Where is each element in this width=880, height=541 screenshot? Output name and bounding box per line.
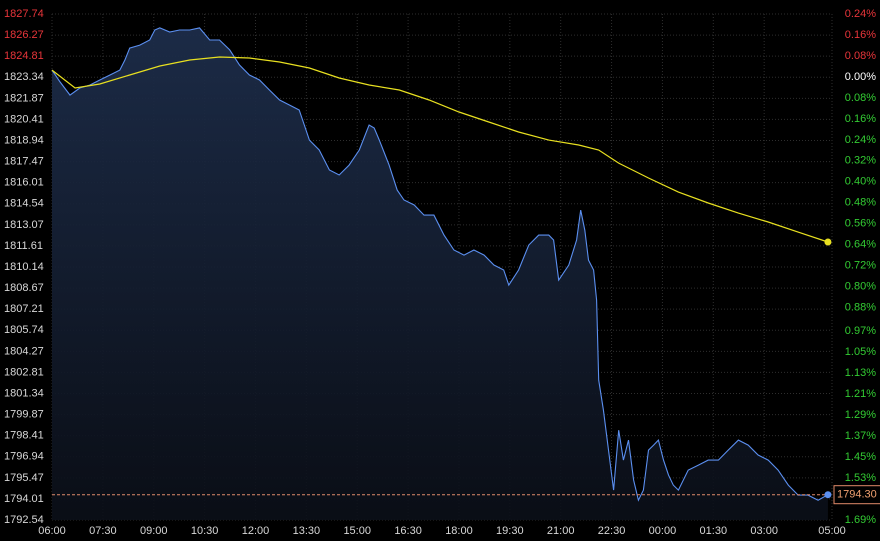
- y2-tick-label: 0.97%: [845, 325, 876, 337]
- y2-tick-label: 1.21%: [845, 388, 876, 400]
- y-tick-label: 1798.41: [4, 430, 44, 442]
- y2-tick-label: 1.69%: [845, 514, 876, 526]
- y2-tick-label: 1.29%: [845, 409, 876, 421]
- y2-tick-label: 1.37%: [845, 430, 876, 442]
- x-tick-label: 10:30: [191, 525, 219, 537]
- y-tick-label: 1796.94: [4, 451, 44, 463]
- y2-tick-label: 0.32%: [845, 155, 876, 167]
- y-tick-label: 1814.54: [4, 198, 44, 210]
- y2-tick-label: 1.53%: [845, 472, 876, 484]
- x-tick-label: 15:00: [343, 525, 371, 537]
- x-tick-label: 00:00: [649, 525, 677, 537]
- y-tick-label: 1802.81: [4, 366, 44, 378]
- last-price-box: [833, 485, 880, 505]
- end-dot: [824, 491, 832, 499]
- y2-tick-label: 0.24%: [845, 134, 876, 146]
- y2-tick-label: 0.08%: [845, 50, 876, 62]
- y2-tick-label: 0.80%: [845, 281, 876, 293]
- y-tick-label: 1801.34: [4, 387, 44, 399]
- y2-tick-label: 0.72%: [845, 260, 876, 272]
- y-tick-label: 1818.94: [4, 134, 44, 146]
- y2-tick-label: 0.40%: [845, 176, 876, 188]
- y2-tick-label: 1.13%: [845, 367, 876, 379]
- y-tick-label: 1794.01: [4, 493, 44, 505]
- y-tick-label: 1808.67: [4, 282, 44, 294]
- line: [51, 56, 829, 243]
- x-tick-label: 22:30: [598, 525, 626, 537]
- y-tick-label: 1823.34: [4, 71, 44, 83]
- x-tick-label: 07:30: [89, 525, 117, 537]
- y-tick-label: 1799.87: [4, 409, 44, 421]
- x-tick-label: 06:00: [38, 525, 66, 537]
- y-tick-label: 1795.47: [4, 472, 44, 484]
- y-tick-label: 1826.27: [4, 29, 44, 41]
- y2-tick-label: 0.16%: [845, 29, 876, 41]
- x-tick-label: 12:00: [242, 525, 270, 537]
- y2-tick-label: 0.16%: [845, 113, 876, 125]
- area: [52, 27, 828, 521]
- y-tick-label: 1810.14: [4, 261, 44, 273]
- x-tick-label: 19:30: [496, 525, 524, 537]
- y2-tick-label: 0.00%: [845, 71, 876, 83]
- last-price-label: 1794.30: [837, 489, 877, 501]
- y-tick-label: 1821.87: [4, 92, 44, 104]
- y-tick-label: 1816.01: [4, 177, 44, 189]
- x-tick-label: 01:30: [700, 525, 728, 537]
- y-tick-label: 1807.21: [4, 303, 44, 315]
- y2-tick-label: 1.05%: [845, 346, 876, 358]
- y-tick-label: 1792.54: [4, 514, 44, 526]
- x-tick-label: 09:00: [140, 525, 168, 537]
- y-tick-label: 1805.74: [4, 324, 44, 336]
- x-tick-label: 05:00: [818, 525, 846, 537]
- y2-tick-label: 0.88%: [845, 302, 876, 314]
- line: [51, 27, 829, 502]
- y2-tick-label: 0.08%: [845, 92, 876, 104]
- y-tick-label: 1804.27: [4, 345, 44, 357]
- y-tick-label: 1827.74: [4, 8, 44, 20]
- x-tick-label: 16:30: [394, 525, 422, 537]
- y-tick-label: 1811.61: [4, 240, 43, 252]
- x-tick-label: 03:00: [750, 525, 778, 537]
- y2-tick-label: 0.64%: [845, 239, 876, 251]
- y-tick-label: 1824.81: [4, 50, 44, 62]
- x-tick-label: 18:00: [445, 525, 473, 537]
- y2-tick-label: 0.56%: [845, 218, 876, 230]
- x-tick-label: 21:00: [547, 525, 575, 537]
- y-tick-label: 1813.07: [4, 219, 44, 231]
- y2-tick-label: 1.45%: [845, 451, 876, 463]
- end-dot: [824, 238, 832, 246]
- y2-tick-label: 0.24%: [845, 8, 876, 20]
- x-tick-label: 13:30: [293, 525, 321, 537]
- y-tick-label: 1817.47: [4, 156, 44, 168]
- y-tick-label: 1820.41: [4, 113, 44, 125]
- y2-tick-label: 0.48%: [845, 197, 876, 209]
